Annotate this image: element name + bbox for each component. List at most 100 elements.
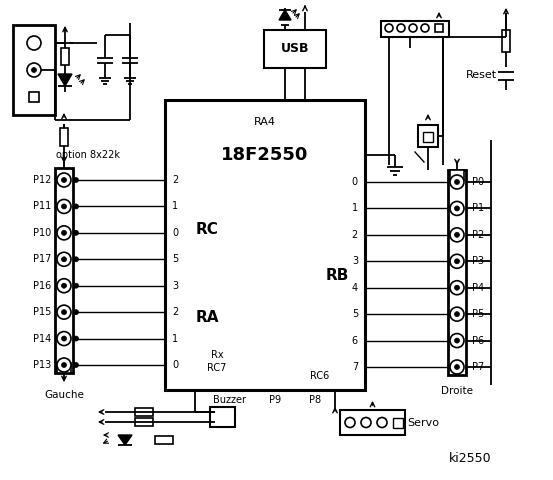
Text: 3: 3: [352, 256, 358, 266]
Bar: [418, 125, 438, 147]
Text: 1: 1: [352, 204, 358, 214]
Circle shape: [450, 228, 464, 242]
Text: P7: P7: [472, 362, 484, 372]
Circle shape: [450, 360, 464, 374]
Bar: [423, 132, 433, 142]
Text: RB: RB: [325, 267, 349, 283]
Text: P1: P1: [472, 204, 484, 214]
Text: 6: 6: [352, 336, 358, 346]
Circle shape: [27, 36, 41, 50]
Text: RC: RC: [196, 223, 218, 238]
Circle shape: [61, 310, 66, 315]
Circle shape: [57, 199, 71, 214]
Circle shape: [385, 24, 393, 32]
Circle shape: [450, 334, 464, 348]
Bar: [264, 30, 326, 68]
Text: P8: P8: [309, 395, 321, 405]
Text: Buzzer: Buzzer: [213, 395, 247, 405]
Text: P13: P13: [33, 360, 51, 370]
Circle shape: [32, 68, 36, 72]
Bar: [435, 24, 443, 32]
Circle shape: [57, 252, 71, 266]
Circle shape: [61, 204, 66, 209]
Circle shape: [455, 259, 460, 264]
Bar: [450, 170, 464, 180]
Bar: [165, 100, 365, 390]
Circle shape: [455, 232, 460, 237]
Text: 1: 1: [172, 202, 178, 211]
Text: Reset: Reset: [466, 70, 497, 80]
Circle shape: [61, 257, 66, 262]
Text: RA4: RA4: [254, 117, 276, 127]
Text: Servo: Servo: [407, 418, 439, 428]
Text: 5: 5: [172, 254, 178, 264]
Circle shape: [455, 338, 460, 343]
Polygon shape: [279, 10, 291, 20]
Bar: [340, 410, 405, 435]
Text: Droite: Droite: [441, 386, 473, 396]
Circle shape: [455, 312, 460, 317]
Bar: [381, 21, 449, 37]
Text: P3: P3: [472, 256, 484, 266]
Circle shape: [61, 230, 66, 235]
Text: P0: P0: [472, 177, 484, 187]
Circle shape: [450, 254, 464, 268]
Circle shape: [57, 173, 71, 187]
Polygon shape: [118, 435, 132, 445]
Text: P16: P16: [33, 281, 51, 291]
Text: 18F2550: 18F2550: [221, 146, 309, 164]
Text: 2: 2: [352, 230, 358, 240]
Text: P2: P2: [472, 230, 484, 240]
Circle shape: [377, 418, 387, 428]
Text: USB: USB: [281, 43, 309, 56]
Circle shape: [74, 310, 79, 315]
Circle shape: [61, 178, 66, 182]
Text: P9: P9: [269, 395, 281, 405]
Bar: [135, 408, 153, 416]
Bar: [155, 436, 173, 444]
Circle shape: [455, 180, 460, 184]
Circle shape: [57, 226, 71, 240]
Bar: [135, 418, 153, 426]
Bar: [393, 418, 403, 428]
Bar: [29, 92, 39, 102]
Bar: [502, 30, 510, 52]
Bar: [55, 168, 73, 373]
Circle shape: [421, 24, 429, 32]
Circle shape: [455, 364, 460, 370]
Circle shape: [455, 285, 460, 290]
Circle shape: [409, 24, 417, 32]
Text: RA: RA: [195, 311, 219, 325]
Text: P14: P14: [33, 334, 51, 344]
Bar: [210, 407, 235, 427]
Text: option 8x22k: option 8x22k: [56, 150, 120, 160]
Text: 4: 4: [352, 283, 358, 293]
Text: P10: P10: [33, 228, 51, 238]
Text: 1: 1: [172, 334, 178, 344]
Circle shape: [450, 307, 464, 321]
Circle shape: [450, 202, 464, 216]
Circle shape: [61, 283, 66, 288]
Circle shape: [57, 358, 71, 372]
Circle shape: [74, 336, 79, 341]
Text: RC6: RC6: [310, 371, 330, 381]
Text: ki2550: ki2550: [448, 452, 491, 465]
Bar: [60, 128, 68, 146]
Text: P11: P11: [33, 202, 51, 211]
Text: P4: P4: [472, 283, 484, 293]
Text: 0: 0: [172, 360, 178, 370]
Text: Gauche: Gauche: [44, 390, 84, 400]
Circle shape: [74, 204, 79, 209]
Text: RC7: RC7: [207, 363, 227, 373]
Text: Rx: Rx: [211, 350, 223, 360]
Circle shape: [74, 178, 79, 182]
Circle shape: [57, 332, 71, 346]
Text: 2: 2: [172, 307, 178, 317]
Circle shape: [361, 418, 371, 428]
Circle shape: [74, 362, 79, 368]
Text: 0: 0: [172, 228, 178, 238]
Bar: [13, 25, 55, 115]
Circle shape: [450, 281, 464, 295]
Text: P6: P6: [472, 336, 484, 346]
Bar: [57, 363, 71, 373]
